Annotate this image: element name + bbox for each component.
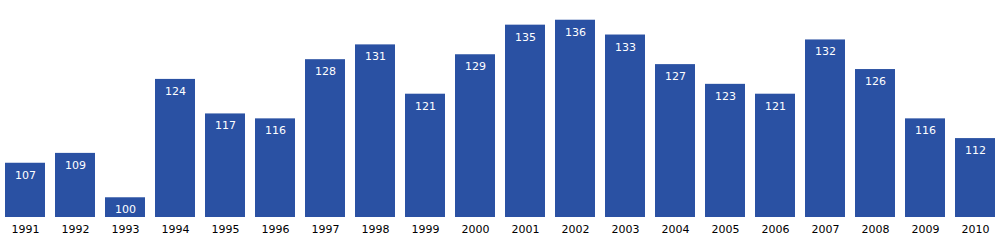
svg-text:116: 116 — [915, 124, 936, 137]
svg-text:124: 124 — [165, 85, 186, 98]
svg-text:1991: 1991 — [12, 223, 40, 236]
svg-text:1997: 1997 — [312, 223, 340, 236]
svg-text:1996: 1996 — [262, 223, 290, 236]
svg-text:100: 100 — [115, 203, 136, 216]
svg-text:121: 121 — [415, 100, 436, 113]
svg-text:1994: 1994 — [162, 223, 190, 236]
svg-text:2004: 2004 — [662, 223, 690, 236]
svg-text:127: 127 — [665, 70, 686, 83]
svg-text:133: 133 — [615, 41, 636, 54]
svg-text:128: 128 — [315, 65, 336, 78]
svg-text:129: 129 — [465, 60, 486, 73]
svg-text:135: 135 — [515, 31, 536, 44]
svg-text:1998: 1998 — [362, 223, 390, 236]
svg-text:112: 112 — [965, 144, 986, 157]
svg-text:131: 131 — [365, 50, 386, 63]
svg-text:1993: 1993 — [112, 223, 140, 236]
svg-text:2002: 2002 — [562, 223, 590, 236]
svg-text:2003: 2003 — [612, 223, 640, 236]
svg-text:2010: 2010 — [962, 223, 990, 236]
svg-text:116: 116 — [265, 124, 286, 137]
svg-text:2007: 2007 — [812, 223, 840, 236]
svg-text:136: 136 — [565, 26, 586, 39]
svg-text:117: 117 — [215, 119, 236, 132]
svg-text:123: 123 — [715, 90, 736, 103]
svg-text:1999: 1999 — [412, 223, 440, 236]
svg-text:121: 121 — [765, 100, 786, 113]
svg-text:109: 109 — [65, 159, 86, 172]
svg-text:2009: 2009 — [912, 223, 940, 236]
svg-text:107: 107 — [15, 169, 36, 182]
svg-text:126: 126 — [865, 75, 886, 88]
svg-text:2005: 2005 — [712, 223, 740, 236]
svg-text:2001: 2001 — [512, 223, 540, 236]
svg-text:2008: 2008 — [862, 223, 890, 236]
svg-text:1995: 1995 — [212, 223, 240, 236]
svg-text:2000: 2000 — [462, 223, 490, 236]
svg-text:1992: 1992 — [62, 223, 90, 236]
svg-text:132: 132 — [815, 45, 836, 58]
svg-text:2006: 2006 — [762, 223, 790, 236]
